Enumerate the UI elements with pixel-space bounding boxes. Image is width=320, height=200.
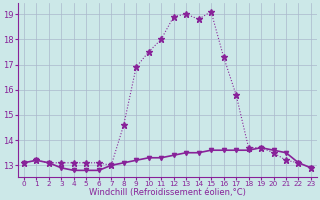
- X-axis label: Windchill (Refroidissement éolien,°C): Windchill (Refroidissement éolien,°C): [89, 188, 246, 197]
